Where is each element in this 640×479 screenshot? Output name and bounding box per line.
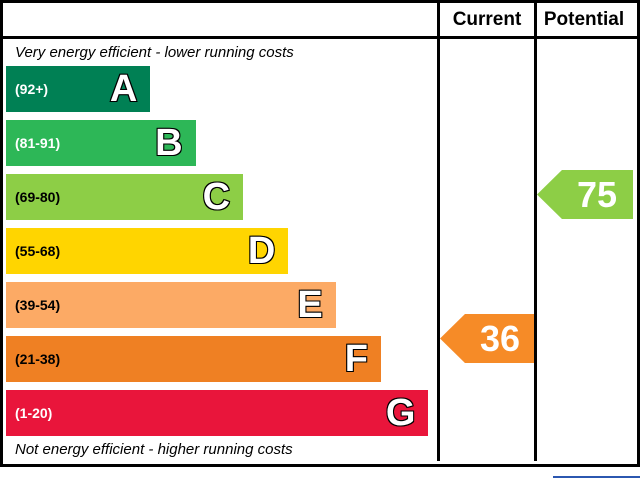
band-letter: A [109,68,138,110]
band-letter: C [202,176,231,218]
band-row: (81-91) B [6,120,437,166]
band-range-label: (69-80) [15,189,61,205]
bottom-efficiency-note: Not energy efficient - higher running co… [15,441,293,458]
band-row: (39-54) E [6,282,437,328]
band-range-label: (21-38) [15,351,61,367]
rating-chart-area: Very energy efficient - lower running co… [3,39,437,461]
band-range-label: (92+) [15,81,49,97]
band-letter: D [247,230,276,272]
potential-rating-arrow: 75 [537,170,633,219]
current-rating-arrow: 36 [440,314,536,363]
band-bar: (92+) A [6,66,151,112]
table-header-row: Current Potential [3,3,637,39]
band-range-label: (55-68) [15,243,61,259]
current-rating-value: 36 [479,317,521,359]
epc-rating-table: Current Potential Very energy efficient … [0,0,640,467]
band-bar: (81-91) B [6,120,196,166]
band-letter: G [385,392,417,434]
band-range-label: (81-91) [15,135,61,151]
band-range-label: (1-20) [15,405,53,421]
table-body-row: Very energy efficient - lower running co… [3,39,637,461]
band-bar: (39-54) E [6,282,336,328]
band-letter: B [154,122,183,164]
current-rating-column: 36 [437,39,536,461]
potential-column-header: Potential [534,3,631,36]
band-letter: E [296,284,323,326]
band-row: (21-38) F [6,336,437,382]
band-bar: (1-20) G [6,390,429,436]
band-letter: F [344,338,369,380]
top-efficiency-note: Very energy efficient - lower running co… [15,44,294,61]
band-row: (55-68) D [6,228,437,274]
band-bar: (21-38) F [6,336,381,382]
potential-rating-value: 75 [576,173,618,215]
band-bar: (55-68) D [6,228,289,274]
band-row: (69-80) C [6,174,437,220]
header-empty-cell [3,3,437,36]
current-column-header: Current [437,3,534,36]
band-range-label: (39-54) [15,297,61,313]
band-row: (1-20) G [6,390,437,436]
band-row: (92+) A [6,66,437,112]
rating-bands: (92+) A (81-91) B (69-80) C (55-68) D (3… [3,66,437,436]
band-bar: (69-80) C [6,174,244,220]
blue-underline [553,476,640,478]
potential-rating-column: 75 [534,39,633,461]
